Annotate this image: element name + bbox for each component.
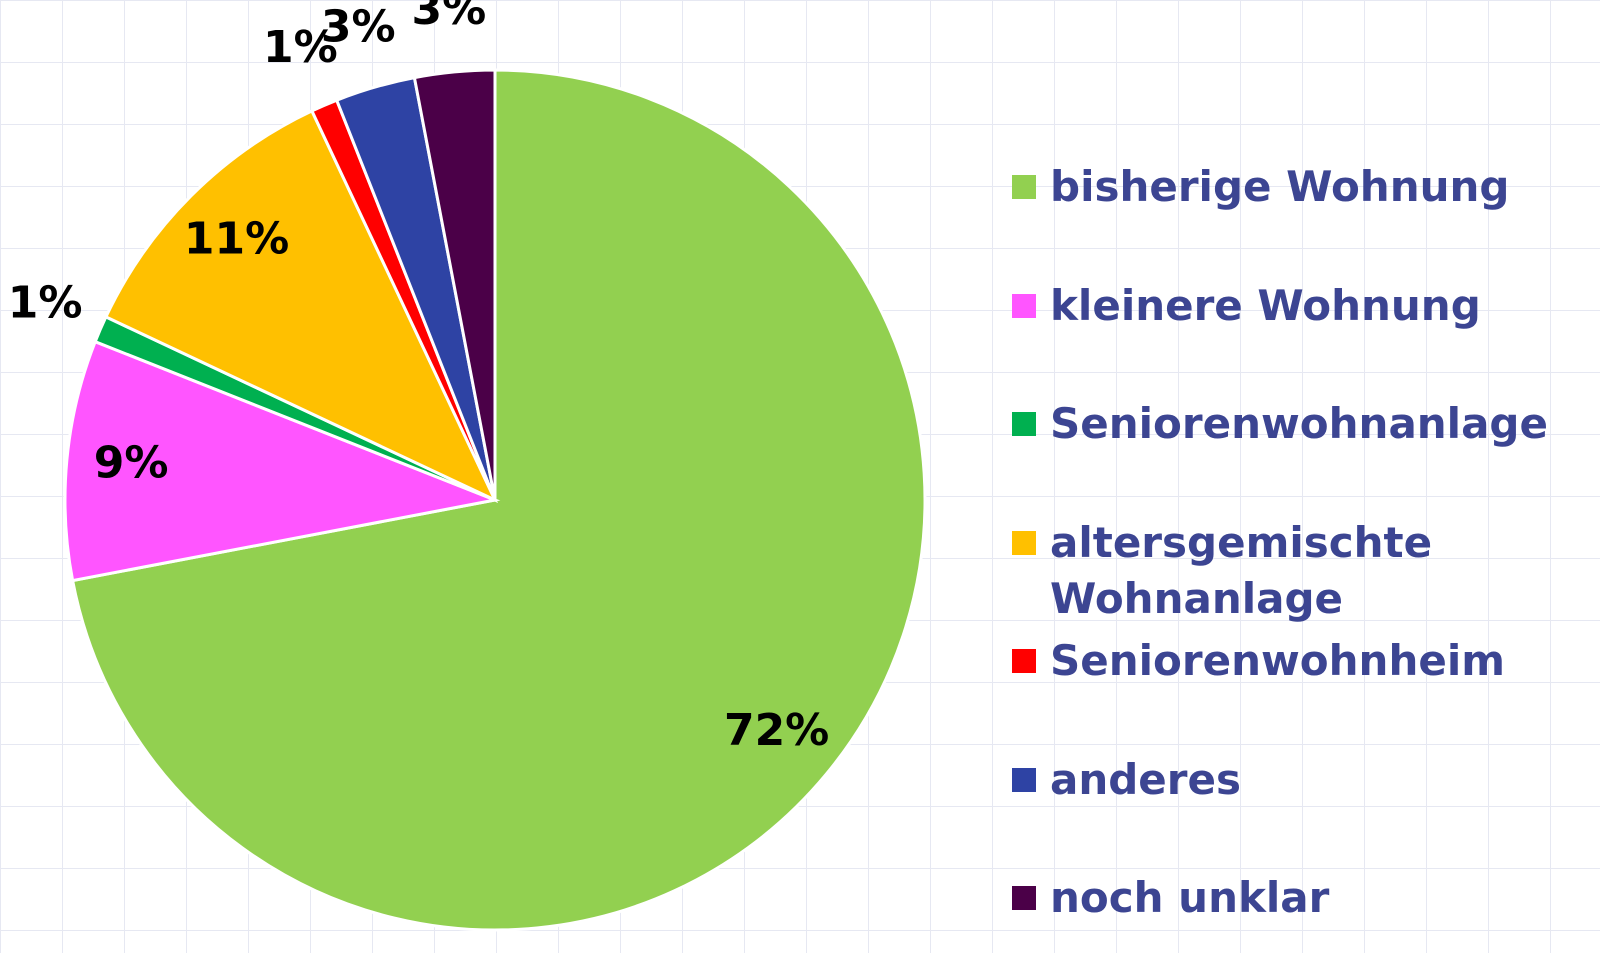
legend-swatch xyxy=(1012,649,1036,673)
legend-label: altersgemischte Wohnanlage xyxy=(1050,517,1433,623)
legend-item: Seniorenwohnanlage xyxy=(1012,396,1592,452)
legend-label: kleinere Wohnung xyxy=(1050,280,1481,330)
legend-swatch xyxy=(1012,767,1036,792)
data-label: 1% xyxy=(263,22,338,73)
pie-slice xyxy=(103,108,499,504)
legend-label: noch unklar xyxy=(1050,873,1330,922)
legend-item: bisherige Wohnung xyxy=(1012,159,1592,215)
data-label: 3% xyxy=(321,1,396,52)
pie-slice xyxy=(412,68,497,501)
legend-label: anderes xyxy=(1050,754,1241,804)
legend-swatch xyxy=(1012,293,1036,318)
legend-item: altersgemischte Wohnanlage xyxy=(1012,515,1592,627)
data-label: 1% xyxy=(8,277,83,328)
legend-label: Seniorenwohnanlage xyxy=(1050,399,1548,448)
legend-swatch xyxy=(1012,412,1036,436)
legend-item: kleinere Wohnung xyxy=(1012,278,1592,334)
data-label: 72% xyxy=(724,705,829,756)
legend-item: Seniorenwohnheim xyxy=(1012,633,1592,689)
legend-swatch xyxy=(1012,175,1036,199)
legend-label: Seniorenwohnheim xyxy=(1050,636,1505,685)
legend-swatch xyxy=(1012,530,1036,555)
legend-swatch xyxy=(1012,886,1036,910)
data-label: 3% xyxy=(412,0,487,35)
legend-label: bisherige Wohnung xyxy=(1050,162,1510,211)
pie-slice xyxy=(63,339,501,583)
legend-item: noch unklar xyxy=(1012,870,1592,926)
legend-item: anderes xyxy=(1012,752,1592,808)
data-label: 11% xyxy=(184,214,289,265)
pie-chart: 72%9%1%11%1%3% 3% xyxy=(8,0,927,932)
data-label: 9% xyxy=(94,438,169,489)
